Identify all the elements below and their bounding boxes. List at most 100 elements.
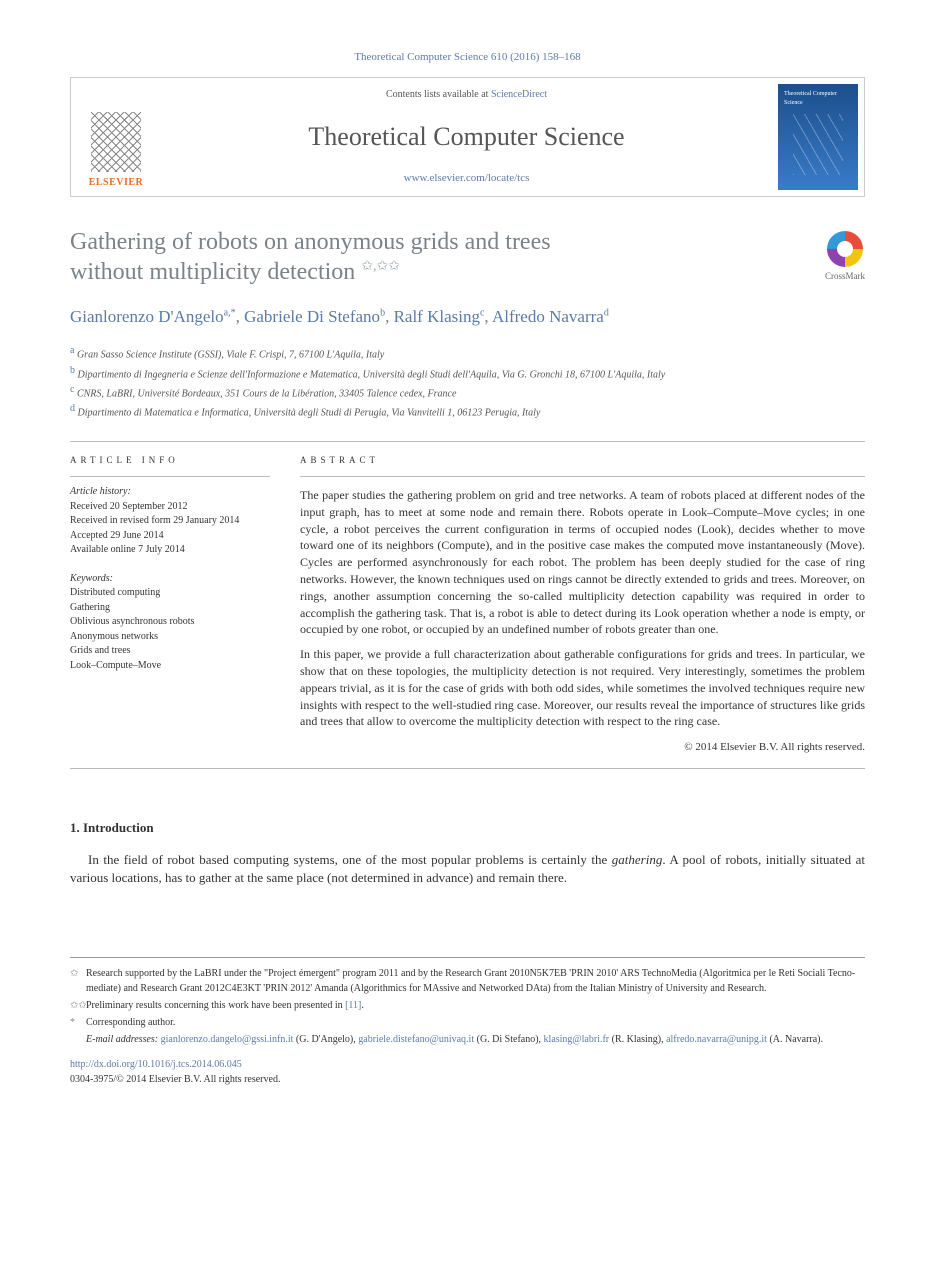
section-1-heading: 1. Introduction	[70, 819, 865, 837]
corr-mark: *	[70, 1015, 86, 1030]
footnote-funding: ✩ Research supported by the LaBRI under …	[70, 966, 865, 996]
history-1: Received 20 September 2012	[70, 500, 270, 515]
author-2-aff: b	[380, 308, 385, 319]
journal-cover-thumbnail: Theoretical Computer Science	[778, 84, 858, 190]
affiliation-a: a Gran Sasso Science Institute (GSSI), V…	[70, 343, 865, 362]
abstract-text: The paper studies the gathering problem …	[300, 487, 865, 730]
email-mark	[70, 1032, 86, 1047]
aff-mark-a: a	[70, 345, 74, 356]
email-2[interactable]: gabriele.distefano@univaq.it	[358, 1034, 474, 1045]
footnote-preliminary: ✩✩ Preliminary results concerning this w…	[70, 998, 865, 1013]
title-footnote-marks: ✩,✩✩	[361, 259, 400, 274]
intro-pre: In the field of robot based computing sy…	[88, 852, 612, 867]
keyword-3: Oblivious asynchronous robots	[70, 615, 270, 630]
journal-header: ELSEVIER Contents lists available at Sci…	[70, 77, 865, 197]
journal-name: Theoretical Computer Science	[308, 119, 624, 155]
aff-mark-b: b	[70, 365, 75, 376]
author-1-aff: a,	[224, 308, 231, 319]
elsevier-tree-icon	[91, 112, 141, 172]
divider-bottom	[70, 768, 865, 769]
keyword-1: Distributed computing	[70, 586, 270, 601]
doi-link[interactable]: http://dx.doi.org/10.1016/j.tcs.2014.06.…	[70, 1059, 242, 1070]
email-1[interactable]: gianlorenzo.dangelo@gssi.infn.it	[161, 1034, 294, 1045]
title-line2: without multiplicity detection	[70, 259, 355, 285]
keywords-block: Keywords: Distributed computing Gatherin…	[70, 572, 270, 674]
author-3-aff: c	[480, 308, 484, 319]
fn1-text: Research supported by the LaBRI under th…	[86, 966, 865, 996]
crossmark-label: CrossMark	[825, 270, 865, 283]
fn2-ref[interactable]: [11]	[345, 1000, 361, 1011]
email-4[interactable]: alfredo.navarra@unipg.it	[666, 1034, 767, 1045]
keyword-6: Look–Compute–Move	[70, 659, 270, 674]
fn2-post: .	[361, 1000, 364, 1011]
fn2-text: Preliminary results concerning this work…	[86, 998, 364, 1013]
affiliation-b: b Dipartimento di Ingegneria e Scienze d…	[70, 363, 865, 382]
intro-paragraph: In the field of robot based computing sy…	[70, 851, 865, 887]
email-label: E-mail addresses:	[86, 1034, 158, 1045]
aff-text-a: Gran Sasso Science Institute (GSSI), Via…	[77, 350, 384, 361]
aff-mark-d: d	[70, 403, 75, 414]
article-info-column: ARTICLE INFO Article history: Received 2…	[70, 454, 270, 756]
history-2: Received in revised form 29 January 2014	[70, 514, 270, 529]
article-title: Gathering of robots on anonymous grids a…	[70, 227, 805, 287]
emails-line: E-mail addresses: gianlorenzo.dangelo@gs…	[86, 1032, 823, 1047]
publisher-label: ELSEVIER	[89, 176, 144, 190]
footnote-emails: E-mail addresses: gianlorenzo.dangelo@gs…	[70, 1032, 865, 1047]
fn1-mark: ✩	[70, 966, 86, 996]
issn-line: 0304-3975/© 2014 Elsevier B.V. All right…	[70, 1072, 865, 1087]
history-4: Available online 7 July 2014	[70, 543, 270, 558]
fn2-mark: ✩✩	[70, 998, 86, 1013]
author-4-aff: d	[604, 308, 609, 319]
history-heading: Article history:	[70, 485, 270, 500]
corr-text: Corresponding author.	[86, 1015, 175, 1030]
affiliation-d: d Dipartimento di Matematica e Informati…	[70, 401, 865, 420]
info-divider	[70, 476, 270, 477]
sciencedirect-link[interactable]: ScienceDirect	[491, 89, 547, 100]
aff-text-b: Dipartimento di Ingegneria e Scienze del…	[78, 369, 666, 380]
author-1-corr: *	[231, 308, 236, 319]
aff-text-c: CNRS, LaBRI, Université Bordeaux, 351 Co…	[77, 388, 456, 399]
contents-available: Contents lists available at ScienceDirec…	[386, 88, 547, 102]
cover-label: Theoretical Computer Science	[780, 86, 858, 111]
author-4[interactable]: Alfredo Navarra	[492, 307, 604, 326]
fn2-pre: Preliminary results concerning this work…	[86, 1000, 345, 1011]
article-info-label: ARTICLE INFO	[70, 454, 270, 467]
journal-url[interactable]: www.elsevier.com/locate/tcs	[404, 171, 530, 186]
email-2-who: (G. Di Stefano)	[477, 1034, 539, 1045]
contents-prefix: Contents lists available at	[386, 89, 491, 100]
footnote-corresponding: * Corresponding author.	[70, 1015, 865, 1030]
top-reference: Theoretical Computer Science 610 (2016) …	[70, 50, 865, 65]
email-1-who: (G. D'Angelo)	[296, 1034, 353, 1045]
doi-line: http://dx.doi.org/10.1016/j.tcs.2014.06.…	[70, 1057, 865, 1072]
abstract-p1: The paper studies the gathering problem …	[300, 487, 865, 638]
header-center: Contents lists available at ScienceDirec…	[161, 78, 772, 196]
abstract-column: ABSTRACT The paper studies the gathering…	[300, 454, 865, 756]
intro-em: gathering	[612, 852, 663, 867]
divider-top	[70, 441, 865, 442]
keywords-heading: Keywords:	[70, 572, 270, 587]
aff-text-d: Dipartimento di Matematica e Informatica…	[78, 408, 541, 419]
affiliations: a Gran Sasso Science Institute (GSSI), V…	[70, 343, 865, 420]
email-3[interactable]: klasing@labri.fr	[544, 1034, 610, 1045]
footnotes: ✩ Research supported by the LaBRI under …	[70, 957, 865, 1087]
keyword-5: Grids and trees	[70, 644, 270, 659]
history-3: Accepted 29 June 2014	[70, 529, 270, 544]
crossmark-badge[interactable]: CrossMark	[825, 231, 865, 283]
crossmark-icon	[827, 231, 863, 267]
abstract-copyright: © 2014 Elsevier B.V. All rights reserved…	[300, 740, 865, 755]
authors-line: Gianlorenzo D'Angeloa,*, Gabriele Di Ste…	[70, 305, 865, 329]
author-3[interactable]: Ralf Klasing	[394, 307, 480, 326]
email-4-who: (A. Navarra)	[769, 1034, 820, 1045]
article-history: Article history: Received 20 September 2…	[70, 485, 270, 558]
author-2[interactable]: Gabriele Di Stefano	[244, 307, 380, 326]
abstract-divider	[300, 476, 865, 477]
affiliation-c: c CNRS, LaBRI, Université Bordeaux, 351 …	[70, 382, 865, 401]
keyword-4: Anonymous networks	[70, 630, 270, 645]
abstract-label: ABSTRACT	[300, 454, 865, 467]
author-1[interactable]: Gianlorenzo D'Angelo	[70, 307, 224, 326]
email-3-who: (R. Klasing)	[612, 1034, 661, 1045]
title-line1: Gathering of robots on anonymous grids a…	[70, 229, 551, 255]
keyword-2: Gathering	[70, 601, 270, 616]
publisher-logo: ELSEVIER	[71, 78, 161, 196]
abstract-p2: In this paper, we provide a full charact…	[300, 646, 865, 730]
